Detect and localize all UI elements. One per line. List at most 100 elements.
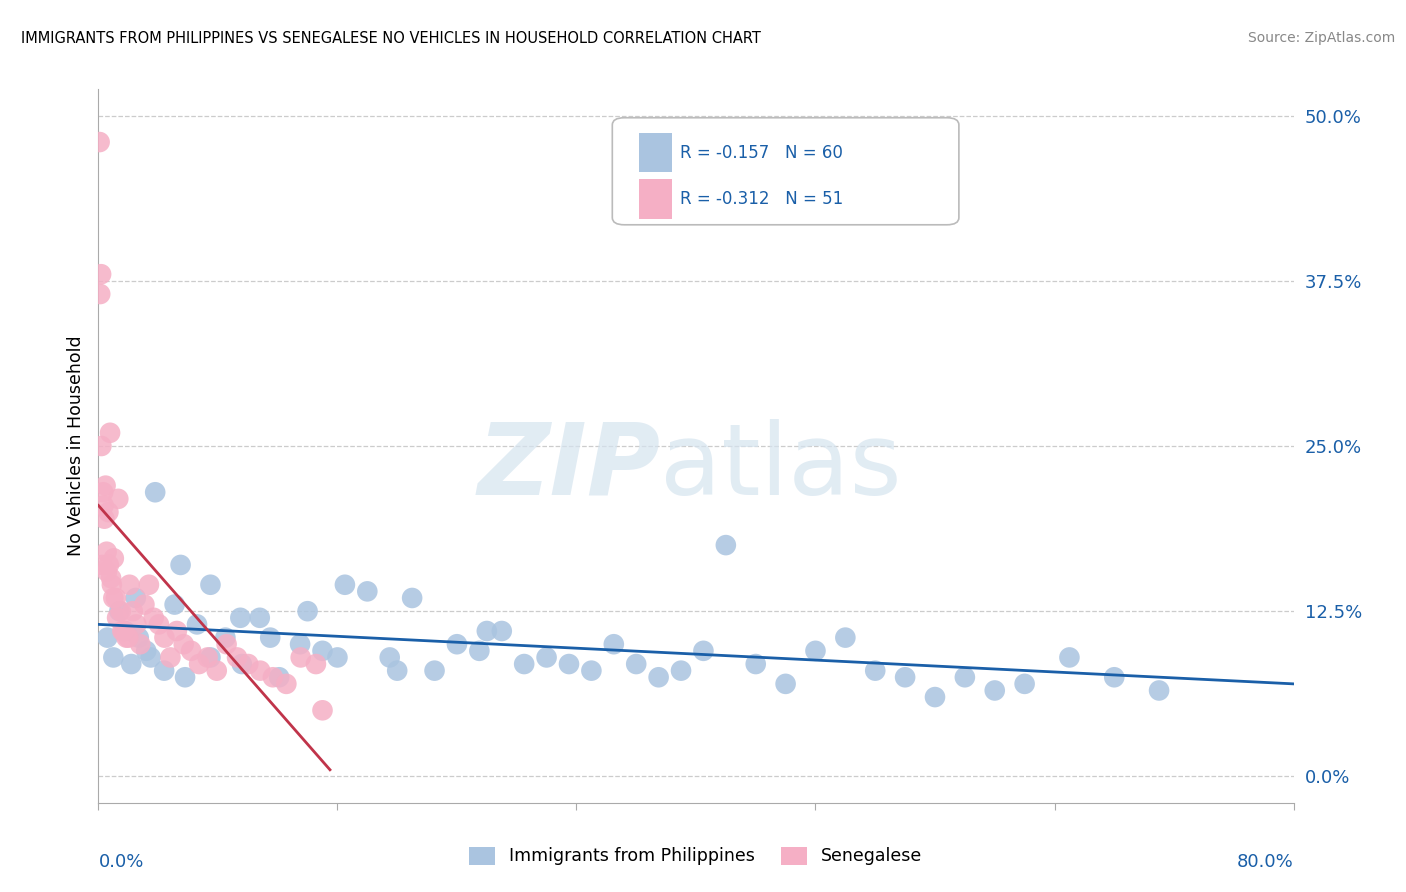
Point: [169, 558, 191, 572]
Text: R = -0.157   N = 60: R = -0.157 N = 60: [681, 144, 844, 161]
Point: [110, 604, 132, 618]
Point: [188, 657, 211, 671]
Point: [118, 578, 141, 592]
Point: [138, 578, 160, 592]
Point: [692, 644, 714, 658]
Point: [103, 650, 125, 665]
Text: ZIP: ZIP: [477, 419, 661, 516]
Point: [626, 657, 648, 671]
Point: [135, 644, 157, 658]
Text: atlas: atlas: [661, 419, 901, 516]
Text: Source: ZipAtlas.com: Source: ZipAtlas.com: [1247, 31, 1395, 45]
Point: [125, 591, 148, 605]
Bar: [638, 133, 672, 172]
Point: [214, 631, 236, 645]
Point: [385, 664, 409, 678]
Point: [475, 624, 498, 638]
Point: [513, 657, 536, 671]
Point: [669, 664, 692, 678]
Point: [775, 677, 797, 691]
Point: [311, 703, 333, 717]
Point: [111, 624, 134, 638]
Point: [112, 624, 135, 638]
Point: [581, 664, 603, 678]
Point: [276, 677, 298, 691]
Point: [745, 657, 768, 671]
Point: [174, 670, 197, 684]
Point: [143, 485, 166, 500]
Point: [142, 611, 165, 625]
Point: [259, 631, 281, 645]
Point: [865, 664, 887, 678]
Point: [197, 650, 219, 665]
Point: [115, 631, 138, 645]
Point: [401, 591, 423, 605]
Point: [647, 670, 669, 684]
Point: [1147, 683, 1170, 698]
Text: IMMIGRANTS FROM PHILIPPINES VS SENEGALESE NO VEHICLES IN HOUSEHOLD CORRELATION C: IMMIGRANTS FROM PHILIPPINES VS SENEGALES…: [21, 31, 761, 46]
Text: R = -0.312   N = 51: R = -0.312 N = 51: [681, 190, 844, 208]
Point: [558, 657, 581, 671]
Y-axis label: No Vehicles in Household: No Vehicles in Household: [66, 335, 84, 557]
Point: [121, 604, 143, 618]
Point: [714, 538, 737, 552]
Point: [231, 657, 253, 671]
Point: [290, 650, 312, 665]
Point: [153, 664, 176, 678]
Point: [91, 485, 114, 500]
Point: [804, 644, 827, 658]
Point: [200, 650, 222, 665]
Point: [96, 631, 118, 645]
Point: [129, 637, 152, 651]
Point: [226, 650, 249, 665]
Point: [205, 664, 228, 678]
Point: [326, 650, 349, 665]
Point: [125, 617, 148, 632]
Point: [269, 670, 291, 684]
Point: [96, 545, 118, 559]
Point: [139, 650, 162, 665]
Point: [953, 670, 976, 684]
Point: [249, 611, 271, 625]
Point: [134, 598, 156, 612]
Point: [180, 644, 202, 658]
Bar: [638, 179, 672, 219]
Point: [229, 611, 252, 625]
Point: [93, 499, 115, 513]
Text: 0.0%: 0.0%: [98, 853, 143, 871]
Point: [148, 617, 170, 632]
Point: [114, 624, 136, 638]
Point: [90, 439, 112, 453]
Point: [468, 644, 491, 658]
Point: [491, 624, 513, 638]
Point: [163, 598, 186, 612]
Point: [97, 505, 120, 519]
Point: [378, 650, 401, 665]
Point: [100, 571, 122, 585]
Point: [103, 551, 125, 566]
Point: [215, 637, 238, 651]
Point: [89, 135, 111, 149]
Point: [97, 558, 120, 572]
Point: [89, 287, 111, 301]
Point: [1104, 670, 1126, 684]
Point: [186, 617, 208, 632]
Point: [297, 604, 319, 618]
Point: [128, 631, 150, 645]
Point: [153, 631, 176, 645]
Point: [311, 644, 333, 658]
Point: [924, 690, 946, 704]
Point: [446, 637, 468, 651]
Point: [117, 631, 139, 645]
Point: [105, 611, 128, 625]
Point: [834, 631, 856, 645]
Point: [1059, 650, 1081, 665]
Point: [173, 637, 195, 651]
Point: [91, 558, 114, 572]
Text: 80.0%: 80.0%: [1237, 853, 1294, 871]
Point: [262, 670, 284, 684]
Point: [603, 637, 626, 651]
Point: [356, 584, 378, 599]
Point: [94, 478, 117, 492]
Point: [101, 578, 124, 592]
